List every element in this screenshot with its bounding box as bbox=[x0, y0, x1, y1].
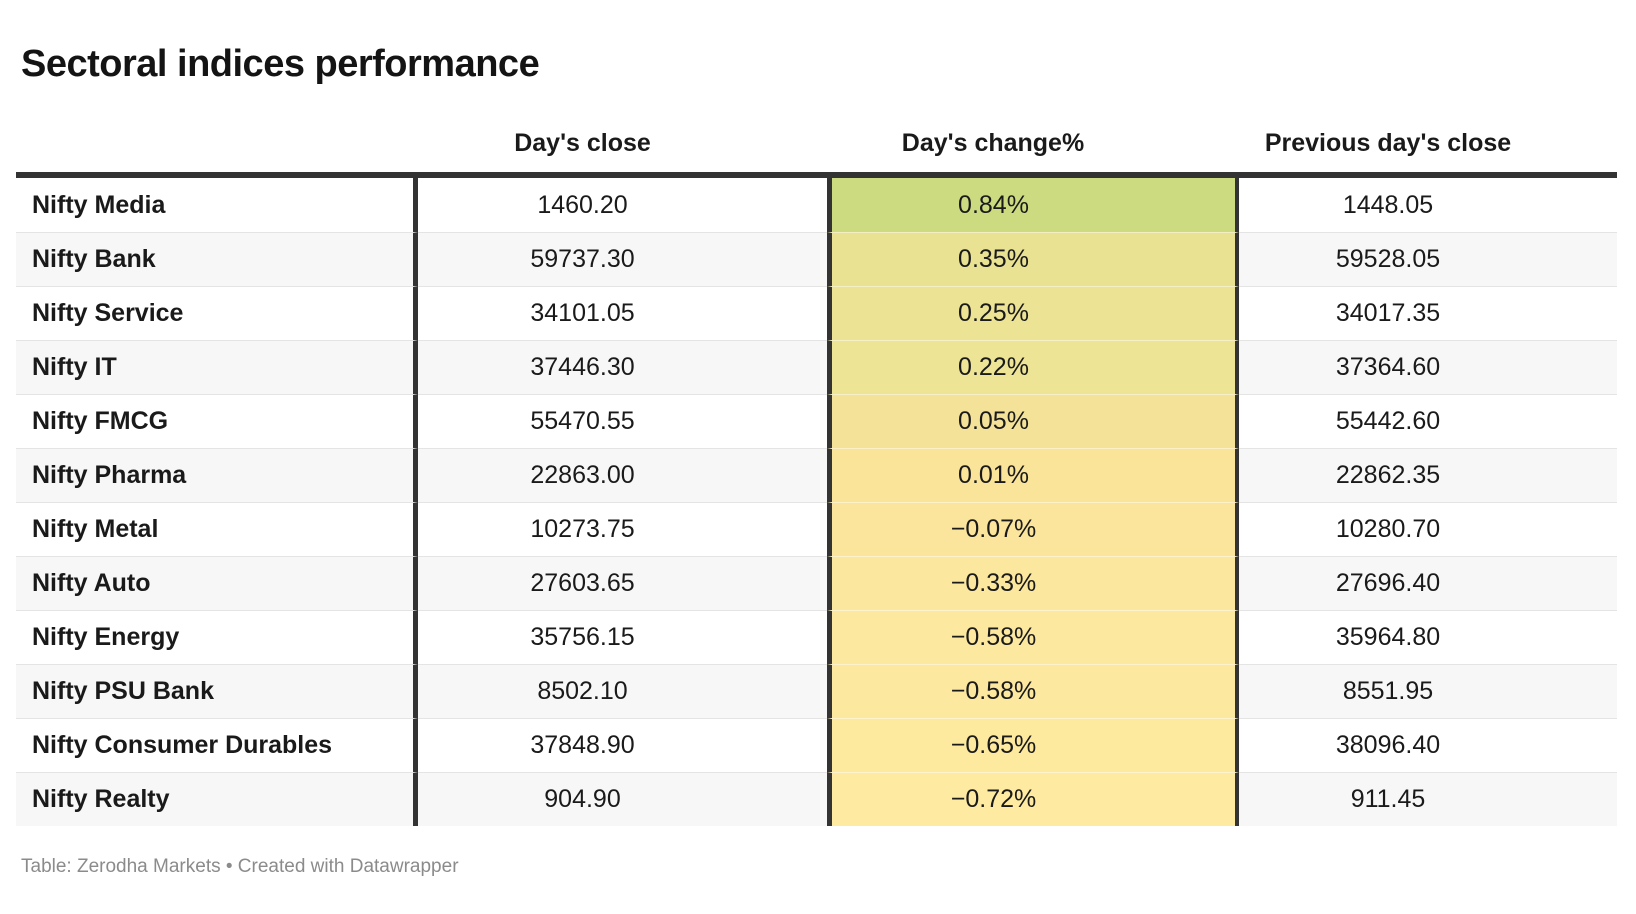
prev-close-value: 37364.60 bbox=[1239, 340, 1617, 394]
table-row: Nifty IT 37446.30 0.22% 37364.60 bbox=[16, 340, 1617, 394]
days-change-value: −0.58% bbox=[827, 610, 1239, 664]
days-change-value: 0.35% bbox=[827, 232, 1239, 286]
table-row: Nifty PSU Bank 8502.10 −0.58% 8551.95 bbox=[16, 664, 1617, 718]
sectoral-indices-table: Day's close Day's change% Previous day's… bbox=[16, 116, 1617, 826]
prev-close-value: 34017.35 bbox=[1239, 286, 1617, 340]
row-label: Nifty Bank bbox=[16, 232, 418, 286]
table-body: Nifty Media 1460.20 0.84% 1448.05 Nifty … bbox=[16, 178, 1617, 826]
table-row: Nifty Media 1460.20 0.84% 1448.05 bbox=[16, 178, 1617, 232]
row-label: Nifty FMCG bbox=[16, 394, 418, 448]
days-close-value: 34101.05 bbox=[418, 286, 827, 340]
days-close-value: 27603.65 bbox=[418, 556, 827, 610]
prev-close-value: 911.45 bbox=[1239, 772, 1617, 826]
days-close-value: 10273.75 bbox=[418, 502, 827, 556]
row-label: Nifty IT bbox=[16, 340, 418, 394]
row-label: Nifty Service bbox=[16, 286, 418, 340]
table-row: Nifty FMCG 55470.55 0.05% 55442.60 bbox=[16, 394, 1617, 448]
row-label: Nifty Energy bbox=[16, 610, 418, 664]
days-close-value: 37848.90 bbox=[418, 718, 827, 772]
table-row: Nifty Energy 35756.15 −0.58% 35964.80 bbox=[16, 610, 1617, 664]
prev-close-value: 22862.35 bbox=[1239, 448, 1617, 502]
table-row: Nifty Realty 904.90 −0.72% 911.45 bbox=[16, 772, 1617, 826]
row-label: Nifty Metal bbox=[16, 502, 418, 556]
row-label: Nifty Realty bbox=[16, 772, 418, 826]
column-header-days-change[interactable]: Day's change% bbox=[901, 129, 1085, 157]
page-title: Sectoral indices performance bbox=[21, 43, 540, 86]
days-close-value: 1460.20 bbox=[537, 190, 628, 219]
table-row: Nifty Pharma 22863.00 0.01% 22862.35 bbox=[16, 448, 1617, 502]
days-change-value: −0.72% bbox=[827, 772, 1239, 826]
row-label: Nifty PSU Bank bbox=[16, 664, 418, 718]
prev-close-value: 35964.80 bbox=[1239, 610, 1617, 664]
days-change-value: 0.01% bbox=[827, 448, 1239, 502]
table-header-row: Day's close Day's change% Previous day's… bbox=[16, 116, 1617, 178]
days-close-value: 35756.15 bbox=[418, 610, 827, 664]
table-row: Nifty Consumer Durables 37848.90 −0.65% … bbox=[16, 718, 1617, 772]
days-close-value: 22863.00 bbox=[418, 448, 827, 502]
row-label: Nifty Media bbox=[16, 178, 418, 232]
table-footer-credit: Table: Zerodha Markets • Created with Da… bbox=[21, 856, 459, 877]
days-change-value: −0.58% bbox=[827, 664, 1239, 718]
prev-close-value: 59528.05 bbox=[1239, 232, 1617, 286]
days-close-value: 904.90 bbox=[418, 772, 827, 826]
table-row: Nifty Auto 27603.65 −0.33% 27696.40 bbox=[16, 556, 1617, 610]
prev-close-value: 55442.60 bbox=[1239, 394, 1617, 448]
days-change-value: 0.25% bbox=[827, 286, 1239, 340]
days-change-value: −0.65% bbox=[827, 718, 1239, 772]
row-label: Nifty Consumer Durables bbox=[16, 718, 418, 772]
days-change-value: −0.07% bbox=[827, 502, 1239, 556]
days-change-value: 0.22% bbox=[827, 340, 1239, 394]
days-change-value: 0.05% bbox=[827, 394, 1239, 448]
days-change-value: 0.84% bbox=[827, 178, 1239, 232]
column-header-previous-close[interactable]: Previous day's close bbox=[1264, 129, 1512, 157]
table-row: Nifty Metal 10273.75 −0.07% 10280.70 bbox=[16, 502, 1617, 556]
prev-close-value: 27696.40 bbox=[1239, 556, 1617, 610]
prev-close-value: 38096.40 bbox=[1239, 718, 1617, 772]
prev-close-value: 8551.95 bbox=[1239, 664, 1617, 718]
table-row: Nifty Bank 59737.30 0.35% 59528.05 bbox=[16, 232, 1617, 286]
table-row: Nifty Service 34101.05 0.25% 34017.35 bbox=[16, 286, 1617, 340]
days-close-value: 37446.30 bbox=[418, 340, 827, 394]
row-label: Nifty Pharma bbox=[16, 448, 418, 502]
days-change-value: −0.33% bbox=[827, 556, 1239, 610]
column-header-days-close[interactable]: Day's close bbox=[514, 129, 651, 157]
row-label: Nifty Auto bbox=[16, 556, 418, 610]
days-close-value: 59737.30 bbox=[418, 232, 827, 286]
prev-close-value: 1448.05 bbox=[1342, 190, 1434, 219]
days-close-value: 8502.10 bbox=[418, 664, 827, 718]
days-close-value: 55470.55 bbox=[418, 394, 827, 448]
prev-close-value: 10280.70 bbox=[1239, 502, 1617, 556]
